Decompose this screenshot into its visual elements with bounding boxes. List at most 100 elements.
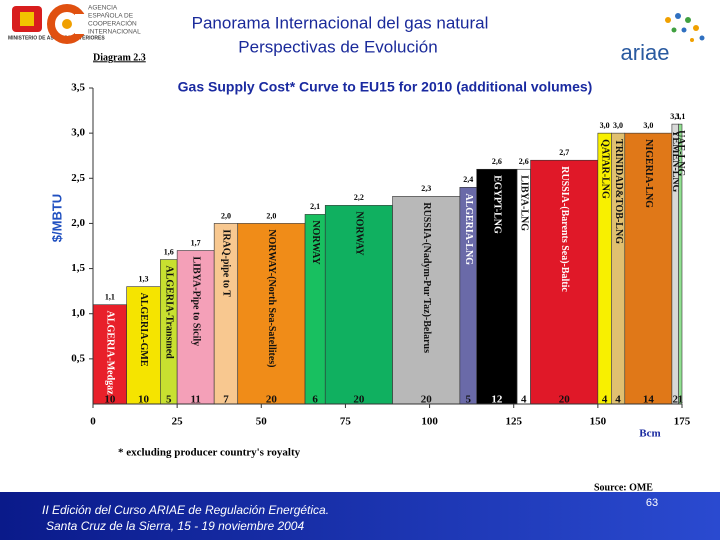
value-label: 2,2 [354,193,364,202]
value-label: 2,7 [559,148,569,157]
bar-name: LIBYA-Pipe to Sicily [190,257,201,347]
source: Source: OME [594,482,653,493]
bar-name: NORWAY [354,211,365,256]
bar [392,196,461,405]
value-label: 2,1 [310,202,320,211]
x-tick-label: 0 [90,416,96,428]
width-label: 12 [491,394,503,406]
bar-name: IRAQ-pipe to T [221,229,232,297]
aeci-logo-dot [62,19,72,29]
bar [237,223,306,405]
bar-name: RUSSIA-(Barents Sea)-Baltic [559,166,570,292]
slide-subtitle: Perspectivas de Evolución [238,37,437,56]
x-tick-label: 100 [421,416,438,428]
width-label: 2 [673,394,679,406]
x-tick-label: 175 [674,416,691,428]
width-label: 20 [266,394,278,406]
bar-name: UAE-LNG [675,130,686,176]
width-label: 20 [559,394,571,406]
value-label: 3,0 [613,121,623,130]
value-label: 1,6 [164,247,174,256]
value-label: 3,0 [600,121,610,130]
x-tick-label: 75 [340,416,352,428]
width-label: 11 [190,394,200,406]
width-label: 20 [421,394,433,406]
bar-name: LIBYA-LNG [519,175,530,231]
width-label: 10 [138,394,150,406]
page-number: 63 [646,497,658,509]
value-label: 2,3 [421,184,431,193]
value-label: 3,1 [675,112,685,121]
plot: 0,51,01,52,02,53,03,50 25 50 75 100 125 150 175… [71,82,691,428]
bar-name: NORWAY [310,220,321,265]
width-label: 14 [643,394,655,406]
bar-name: ALGERIA-GME [138,293,149,367]
x-tick-label: 125 [505,416,522,428]
slide-title: Panorama Internacional del gas natural [192,13,489,32]
value-label: 2,6 [492,157,502,166]
footer-line2: Santa Cruz de la Sierra, 15 - 19 noviemb… [46,519,304,533]
ariae-logo: ariae [621,40,670,65]
width-label: 5 [466,394,472,406]
value-label: 2,0 [266,211,276,220]
footer-line1: II Edición del Curso ARIAE de Regulación… [42,503,329,517]
value-label: 1,1 [105,293,115,302]
agency-line: ESPAÑOLA DE [88,11,134,20]
bar-name: ALGERIA-Transmed [163,266,174,360]
bar-name: NORWAY-(North Sea-Satellites) [266,229,277,367]
bar-name: EGYPT-LNG [492,175,503,234]
value-label: 2,6 [519,157,529,166]
bar-name: RUSSIA-(Nadym-Pur Taz)-Belarus [421,202,432,353]
bar [624,132,673,405]
bar-name: ALGERIA-LNG [463,193,474,265]
x-axis-label: Bcm [639,428,660,440]
ariae-dots [665,13,705,42]
width-label: 10 [104,394,116,406]
width-label: 4 [521,394,527,406]
width-label: 6 [312,394,318,406]
coat-of-arms-detail [20,12,34,26]
x-tick-label: 150 [590,416,607,428]
agency-line: COOPERACIÓN [88,19,137,28]
width-label: 20 [353,394,365,406]
bar-name: ALGERIA-Medgaz [105,311,116,395]
agency-line: AGENCIA [88,5,118,12]
y-tick-label: 2,0 [71,217,85,229]
width-label: 5 [166,394,172,406]
bar [126,286,161,405]
value-label: 3,0 [643,121,653,130]
bar [176,250,215,405]
bar-name: QATAR-LNG [599,139,610,199]
diagram-label: Diagram 2.3 [93,52,146,63]
width-label: 1 [678,394,684,406]
footnote: * excluding producer country's royalty [118,447,301,459]
bar-name: YEMEN-LNG [670,130,681,192]
bar [530,159,599,405]
value-label: 2,4 [463,175,473,184]
x-tick-label: 50 [256,416,268,428]
value-label: 2,0 [221,211,231,220]
aeci-logo-gap [75,14,87,34]
chart-title: Gas Supply Cost* Curve to EU15 for 2010 … [178,79,593,95]
value-label: 3,1 [670,112,680,121]
value-label: 1,3 [138,274,148,283]
agency-line: INTERNACIONAL [88,29,141,36]
y-tick-label: 3,5 [71,82,85,94]
y-tick-label: 2,5 [71,172,85,184]
y-tick-label: 1,0 [71,307,85,319]
width-label: 4 [602,394,608,406]
value-label: 1,7 [191,238,201,247]
bar-name: NIGERIA-LNG [643,139,654,208]
footer-bar [0,492,720,540]
width-label: 4 [615,394,621,406]
y-tick-label: 3,0 [71,127,85,139]
y-tick-label: 1,5 [71,262,85,274]
x-tick-label: 25 [172,416,184,428]
y-axis-label: $/MBTU [49,194,64,242]
bar [476,168,518,405]
y-tick-label: 0,5 [71,352,85,364]
width-label: 7 [223,394,229,406]
bar-name: TRINIDAD&TOB-LNG [613,139,624,244]
